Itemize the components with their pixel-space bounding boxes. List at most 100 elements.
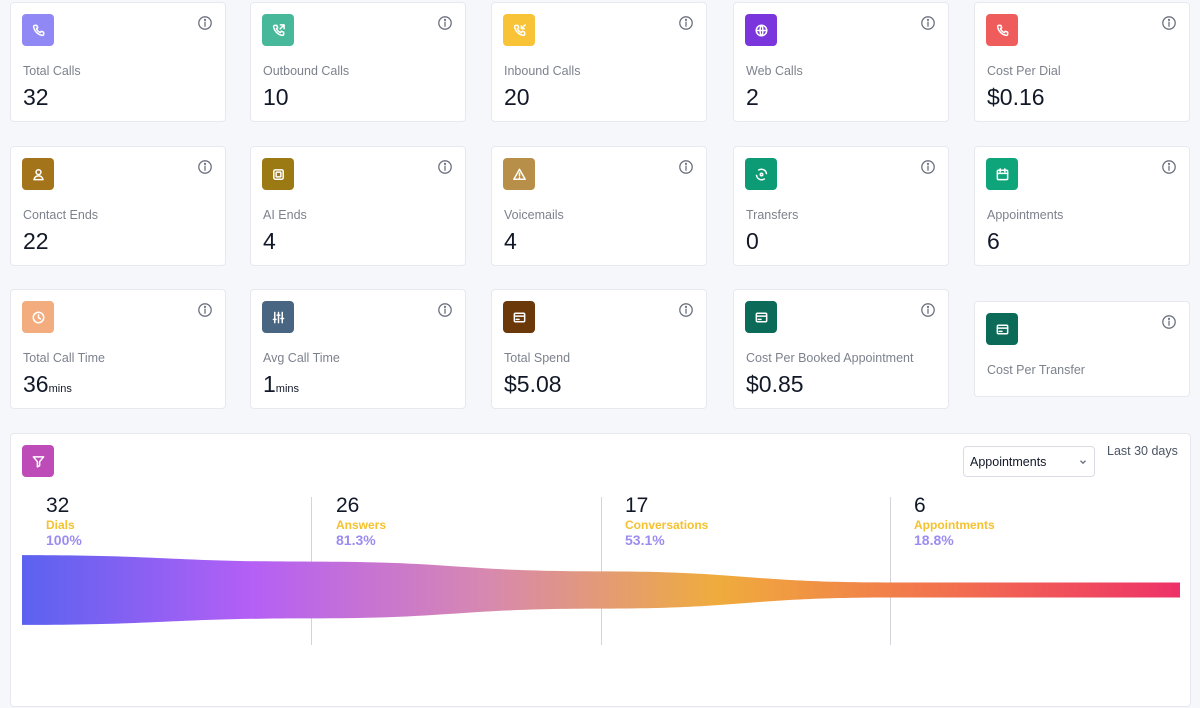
stat-unit: mins	[48, 383, 72, 395]
stat-label: Web Calls	[746, 64, 803, 78]
info-icon[interactable]	[437, 302, 453, 318]
info-icon[interactable]	[1161, 15, 1177, 31]
sliders-icon	[262, 301, 294, 333]
stat-card: Total Calls 32	[10, 2, 226, 122]
funnel-stage: 17 Conversations 53.1%	[625, 494, 708, 549]
info-icon[interactable]	[1161, 314, 1177, 330]
info-icon[interactable]	[678, 159, 694, 175]
stat-label: Cost Per Transfer	[987, 363, 1085, 377]
stat-value: 6	[987, 228, 1000, 255]
stat-number: 1	[263, 371, 276, 397]
funnel-divider	[601, 497, 602, 645]
stat-label: Cost Per Booked Appointment	[746, 351, 914, 365]
stat-card: Contact Ends 22	[10, 146, 226, 266]
stat-value: 32	[23, 84, 49, 111]
funnel-stage: 32 Dials 100%	[46, 494, 82, 549]
funnel-stage-name: Appointments	[914, 518, 995, 532]
stat-label: Avg Call Time	[263, 351, 340, 365]
stat-card: Total Call Time 36mins	[10, 289, 226, 409]
clock-icon	[22, 301, 54, 333]
info-icon[interactable]	[197, 302, 213, 318]
stat-label: Cost Per Dial	[987, 64, 1061, 78]
phone-icon	[986, 14, 1018, 46]
info-icon[interactable]	[920, 302, 936, 318]
info-icon[interactable]	[437, 15, 453, 31]
stat-number: 32	[23, 84, 49, 110]
stat-number: 10	[263, 84, 289, 110]
stat-value: 20	[504, 84, 530, 111]
card-icon	[745, 301, 777, 333]
funnel-stage-count: 6	[914, 494, 926, 517]
info-icon[interactable]	[678, 15, 694, 31]
stat-label: Outbound Calls	[263, 64, 350, 78]
stat-number: 4	[263, 228, 276, 254]
info-icon[interactable]	[437, 159, 453, 175]
stat-value: $0.16	[987, 84, 1045, 111]
stat-card: Total Spend $5.08	[491, 289, 707, 409]
stat-card: Web Calls 2	[733, 2, 949, 122]
info-icon[interactable]	[920, 159, 936, 175]
info-icon[interactable]	[1161, 159, 1177, 175]
stat-value: 22	[23, 228, 49, 255]
stat-number: $0.16	[987, 84, 1045, 110]
info-icon[interactable]	[920, 15, 936, 31]
phone-outgoing-icon	[262, 14, 294, 46]
stat-number: 4	[504, 228, 517, 254]
phone-incoming-icon	[503, 14, 535, 46]
card-icon	[986, 313, 1018, 345]
stat-card: Cost Per Transfer	[974, 301, 1190, 397]
stat-card: AI Ends 4	[250, 146, 466, 266]
stat-number: 0	[746, 228, 759, 254]
cpu-icon	[262, 158, 294, 190]
funnel-metric-select[interactable]: Appointments	[963, 446, 1095, 477]
stat-value: 4	[263, 228, 276, 255]
funnel-band	[22, 555, 1180, 625]
stat-number: 36	[23, 371, 49, 397]
stat-value: 1mins	[263, 371, 299, 398]
stat-value: 36mins	[23, 371, 72, 398]
funnel-stage-percent: 53.1%	[625, 532, 665, 548]
stat-value: $5.08	[504, 371, 562, 398]
funnel-stage: 6 Appointments 18.8%	[914, 494, 995, 549]
stat-value: 2	[746, 84, 759, 111]
stat-label: Appointments	[987, 208, 1064, 222]
stat-number: 2	[746, 84, 759, 110]
stat-card: Avg Call Time 1mins	[250, 289, 466, 409]
stat-value: 0	[746, 228, 759, 255]
stat-label: Voicemails	[504, 208, 564, 222]
funnel-divider	[890, 497, 891, 645]
stat-value: $0.85	[746, 371, 804, 398]
funnel-chart	[22, 555, 1180, 625]
funnel-metric-select-value: Appointments	[970, 454, 1047, 469]
funnel-stage-percent: 81.3%	[336, 532, 376, 548]
stat-label: Contact Ends	[23, 208, 99, 222]
calendar-icon	[986, 158, 1018, 190]
stat-value: 10	[263, 84, 289, 111]
stat-label: Transfers	[746, 208, 799, 222]
funnel-stage-count: 26	[336, 494, 360, 517]
stat-card: Appointments 6	[974, 146, 1190, 266]
info-icon[interactable]	[197, 15, 213, 31]
stat-number: 6	[987, 228, 1000, 254]
info-icon[interactable]	[197, 159, 213, 175]
funnel-panel: Appointments Last 30 days 32 Dials 100% 26 A…	[10, 433, 1191, 707]
stat-number: 22	[23, 228, 49, 254]
stat-label: Total Calls	[23, 64, 81, 78]
stat-label: Total Spend	[504, 351, 571, 365]
filter-icon	[22, 445, 54, 477]
stat-label: Inbound Calls	[504, 64, 581, 78]
info-icon[interactable]	[678, 302, 694, 318]
stat-card: Voicemails 4	[491, 146, 707, 266]
stat-unit: mins	[275, 383, 300, 395]
card-icon	[503, 301, 535, 333]
stat-number: $5.08	[504, 371, 562, 397]
stat-card: Cost Per Dial $0.16	[974, 2, 1190, 122]
funnel-stage-name: Answers	[336, 518, 387, 532]
stat-card: Cost Per Booked Appointment $0.85	[733, 289, 949, 409]
funnel-stage-percent: 18.8%	[914, 532, 954, 548]
stat-card: Transfers 0	[733, 146, 949, 266]
funnel-stage-name: Dials	[46, 518, 75, 532]
stat-number: $0.85	[746, 371, 804, 397]
chevron-down-icon	[1078, 456, 1088, 466]
date-range-label: Last 30 days	[1107, 444, 1178, 458]
